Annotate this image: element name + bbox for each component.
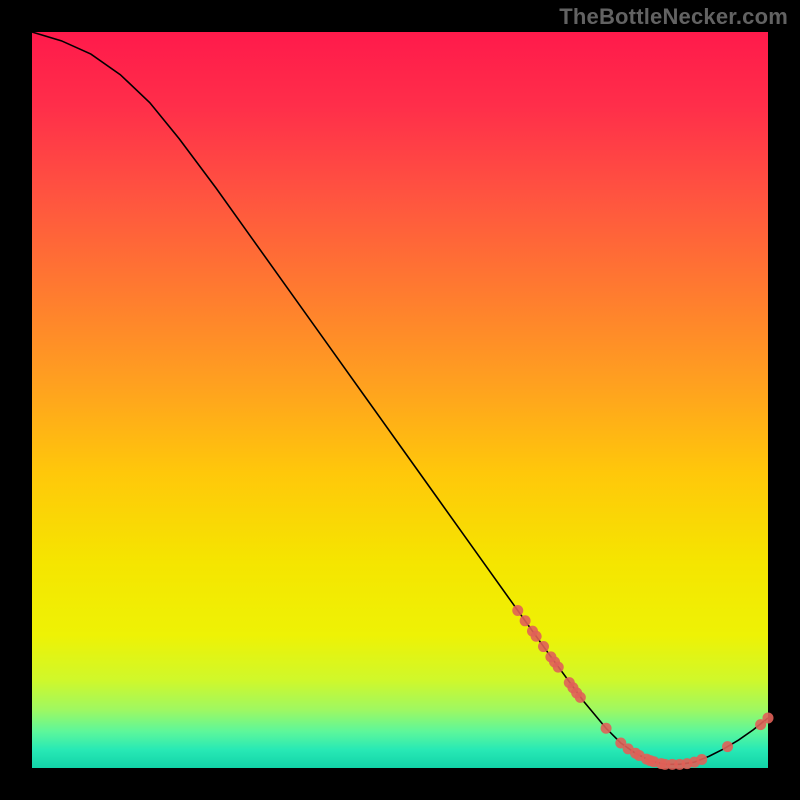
scatter-point bbox=[553, 662, 564, 673]
scatter-point bbox=[722, 741, 733, 752]
scatter-point bbox=[696, 754, 707, 765]
chart-svg bbox=[0, 0, 800, 800]
scatter-point bbox=[763, 712, 774, 723]
scatter-point bbox=[531, 631, 542, 642]
scatter-point bbox=[512, 605, 523, 616]
scatter-point bbox=[538, 641, 549, 652]
chart-container: TheBottleNecker.com bbox=[0, 0, 800, 800]
scatter-point bbox=[575, 692, 586, 703]
scatter-point bbox=[520, 615, 531, 626]
watermark-text: TheBottleNecker.com bbox=[559, 4, 788, 30]
plot-background bbox=[32, 32, 768, 768]
scatter-point bbox=[601, 723, 612, 734]
